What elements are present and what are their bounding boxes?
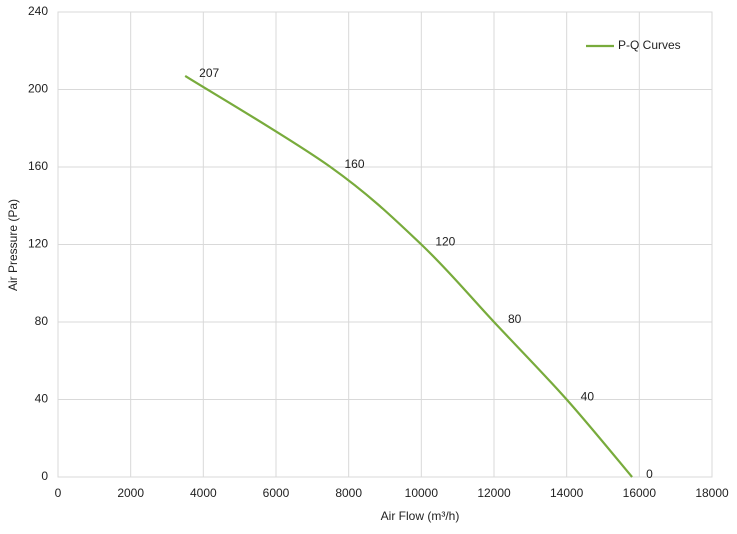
data-label: 40 bbox=[581, 390, 595, 404]
data-label: 80 bbox=[508, 312, 522, 326]
y-tick-label: 200 bbox=[28, 82, 48, 96]
data-label: 0 bbox=[646, 467, 653, 481]
x-axis-title: Air Flow (m³/h) bbox=[381, 509, 460, 523]
y-tick-label: 40 bbox=[35, 392, 49, 406]
plot-border bbox=[57, 11, 713, 478]
x-tick-label: 14000 bbox=[550, 486, 584, 500]
y-tick-label: 120 bbox=[28, 237, 48, 251]
x-tick-label: 10000 bbox=[405, 486, 439, 500]
x-tick-label: 12000 bbox=[477, 486, 511, 500]
x-tick-label: 2000 bbox=[117, 486, 144, 500]
data-label: 120 bbox=[435, 235, 455, 249]
data-line bbox=[184, 75, 633, 478]
x-tick-label: 4000 bbox=[190, 486, 217, 500]
data-label: 160 bbox=[345, 157, 365, 171]
y-tick-label: 80 bbox=[35, 314, 49, 328]
x-tick-label: 16000 bbox=[623, 486, 657, 500]
y-tick-label: 240 bbox=[28, 4, 48, 18]
legend-label: P-Q Curves bbox=[618, 38, 681, 52]
y-tick-label: 160 bbox=[28, 159, 48, 173]
x-tick-label: 6000 bbox=[263, 486, 290, 500]
x-tick-label: 0 bbox=[55, 486, 62, 500]
x-tick-label: 8000 bbox=[335, 486, 362, 500]
data-label: 207 bbox=[199, 66, 219, 80]
y-axis-title: Air Pressure (Pa) bbox=[6, 199, 20, 291]
y-tick-label: 0 bbox=[41, 469, 48, 483]
x-tick-label: 18000 bbox=[695, 486, 729, 500]
